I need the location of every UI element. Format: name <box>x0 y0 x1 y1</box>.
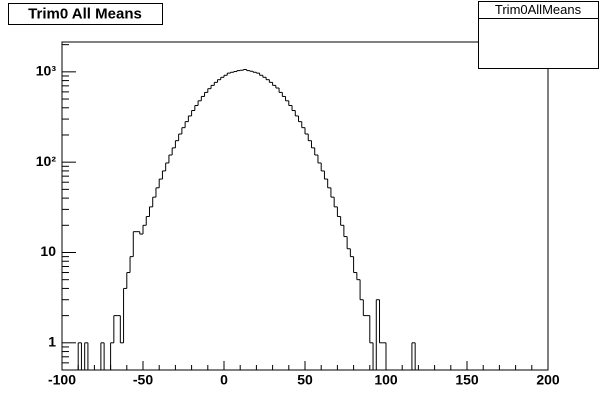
y-tick-label: 10 <box>40 243 56 259</box>
stats-frame <box>478 1 599 69</box>
x-tick-label: 50 <box>297 372 313 388</box>
x-tick-label: 100 <box>374 372 398 388</box>
y-tick-label: 10³ <box>36 63 57 79</box>
stats-box: Trim0AllMeans <box>478 1 599 69</box>
x-tick-label: 150 <box>455 372 479 388</box>
x-tick-label: 200 <box>536 372 560 388</box>
plot-frame <box>61 41 549 371</box>
x-tick-label: 0 <box>220 372 228 388</box>
chart-title: Trim0 All Means <box>28 5 142 22</box>
x-tick-label: -50 <box>133 372 153 388</box>
x-tick-label: -100 <box>48 372 76 388</box>
stats-title: Trim0AllMeans <box>495 2 582 17</box>
title-box <box>8 3 163 25</box>
y-tick-label: 10² <box>36 153 57 169</box>
y-tick-label: 1 <box>48 334 56 350</box>
